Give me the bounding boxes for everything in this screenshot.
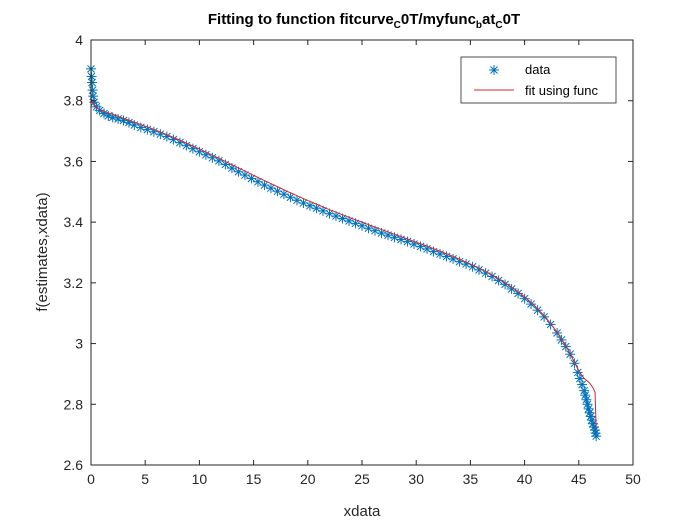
x-tick-label: 45 [571,471,587,487]
x-axis-label: xdata [344,503,381,520]
data-point [532,305,543,316]
y-tick-label: 2.6 [64,457,84,473]
ticks: 0 5 10 15 20 25 30 35 40 45 50 2.6 2.8 3 3.2 3.4 3.6 3.8 4 [64,32,641,487]
data-point [86,71,97,82]
data-point [539,311,550,322]
data-point [519,293,530,304]
x-tick-label: 30 [408,471,424,487]
x-tick-label: 5 [141,471,149,487]
legend: data fit using func [460,56,617,104]
data-point [415,241,426,252]
y-axis-label: f(estimates,xdata) [34,192,51,311]
legend-box [460,56,617,104]
x-tick-label: 10 [192,471,208,487]
x-tick-label: 25 [354,471,370,487]
fit-line [90,99,597,429]
data-point [155,129,166,140]
y-tick-label: 3.4 [64,214,84,230]
data-point [513,288,524,299]
data-point [506,283,517,294]
y-tick-label: 3 [75,336,83,352]
chart-title: Fitting to function fitcurveC0T/myfuncba… [208,11,520,31]
data-point [285,192,296,203]
legend-entry-fit: fit using func [525,83,598,98]
x-tick-label: 15 [246,471,262,487]
data-point [291,195,302,206]
legend-data-marker-icon [489,65,499,75]
x-tick-label: 50 [625,471,641,487]
data-point [580,390,591,401]
x-tick-label: 35 [463,471,479,487]
data-point [591,431,602,442]
data-point [87,85,98,96]
data-point [168,134,179,145]
data-point [441,251,452,262]
x-tick-label: 20 [300,471,316,487]
y-tick-label: 3.2 [64,275,84,291]
data-point [181,140,192,151]
y-tick-label: 3.8 [64,93,84,109]
x-tick-label: 0 [87,471,95,487]
plot-marks [86,63,602,442]
data-point [207,152,218,163]
data-point [526,299,537,310]
data-point [500,279,511,290]
y-tick-label: 2.8 [64,396,84,412]
legend-entry-data: data [525,62,551,77]
data-point [272,186,283,197]
legend-asterisk-icon [489,65,499,75]
data-point [396,234,407,245]
data-point [200,149,211,160]
data-point [87,77,98,88]
plot-area-frame [90,39,634,466]
y-tick-label: 3.6 [64,153,84,169]
data-point [135,122,146,133]
y-tick-label: 4 [75,32,83,48]
data-point [259,180,270,191]
x-tick-label: 40 [517,471,533,487]
